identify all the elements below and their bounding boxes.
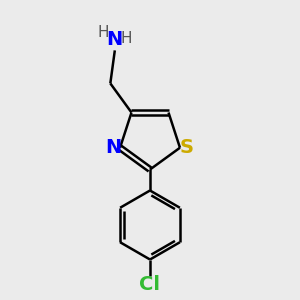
- Text: H: H: [98, 25, 109, 40]
- Text: S: S: [180, 138, 194, 157]
- Text: Cl: Cl: [140, 275, 160, 295]
- Text: H: H: [121, 31, 132, 46]
- Text: N: N: [107, 30, 123, 50]
- Text: N: N: [105, 138, 122, 157]
